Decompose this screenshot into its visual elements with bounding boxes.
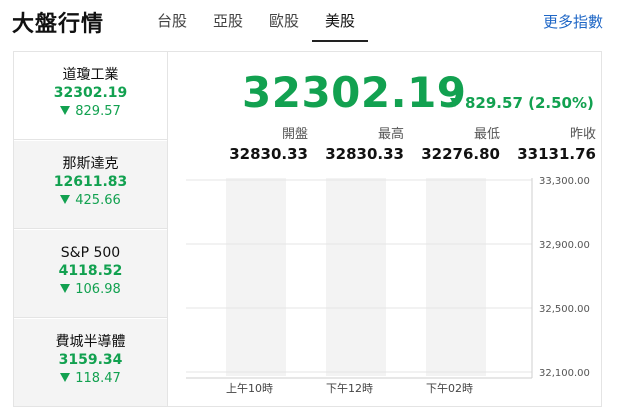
index-change-value: 829.57 bbox=[75, 104, 121, 119]
stat-label: 最高 bbox=[377, 127, 404, 142]
y-tick-label: 32,500.00 bbox=[539, 304, 590, 315]
down-arrow-icon bbox=[60, 284, 71, 293]
tab-europe[interactable]: 歐股 bbox=[268, 12, 299, 30]
y-tick-label: 33,300.00 bbox=[539, 176, 590, 187]
index-name: 費城半導體 bbox=[55, 334, 126, 350]
intraday-chart: 33,300.00 32,900.00 32,500.00 32,100.00 上午1… bbox=[186, 176, 590, 395]
stat-prev-close: 昨收 33131.76 bbox=[496, 126, 596, 164]
current-change: 829.57 (2.50%) bbox=[450, 94, 594, 112]
tab-taiwan[interactable]: 台股 bbox=[156, 12, 187, 30]
y-tick-label: 32,100.00 bbox=[539, 368, 590, 379]
stat-value: 32276.80 bbox=[421, 145, 500, 163]
index-change: 425.66 bbox=[14, 192, 167, 210]
page-title: 大盤行情 bbox=[12, 12, 105, 37]
index-item-nasdaq[interactable]: 那斯達克 12611.83 425.66 bbox=[14, 141, 167, 229]
index-value: 4118.52 bbox=[58, 263, 123, 279]
tab-asia[interactable]: 亞股 bbox=[212, 12, 243, 30]
down-arrow-icon bbox=[60, 373, 71, 382]
index-change-value: 425.66 bbox=[75, 193, 121, 208]
index-name: 道瓊工業 bbox=[62, 67, 119, 83]
stat-value: 32830.33 bbox=[325, 145, 404, 163]
index-item-sox[interactable]: 費城半導體 3159.34 118.47 bbox=[14, 319, 167, 406]
down-arrow-icon bbox=[60, 106, 71, 115]
stat-label: 昨收 bbox=[569, 127, 596, 142]
header: 大盤行情 台股 亞股 歐股 美股 更多指數 bbox=[0, 0, 617, 44]
index-value: 12611.83 bbox=[53, 174, 128, 190]
x-tick-label: 上午10時 bbox=[226, 382, 273, 395]
chart-band bbox=[226, 178, 286, 376]
stat-low: 最低 32276.80 bbox=[400, 126, 500, 164]
stat-high: 最高 32830.33 bbox=[304, 126, 404, 164]
chart-band bbox=[326, 178, 386, 376]
current-value: 32302.19 bbox=[242, 68, 467, 117]
index-name: S&P 500 bbox=[60, 245, 121, 261]
stat-open: 開盤 32830.33 bbox=[208, 126, 308, 164]
stat-value: 33131.76 bbox=[517, 145, 596, 163]
index-list: 道瓊工業 32302.19 829.57 那斯達克 12611.83 425.6… bbox=[14, 52, 168, 406]
index-change-value: 118.47 bbox=[75, 371, 121, 386]
x-tick-label: 下午12時 bbox=[326, 382, 373, 395]
current-change-value: 829.57 (2.50%) bbox=[465, 94, 594, 112]
more-indices-link[interactable]: 更多指數 bbox=[542, 13, 603, 31]
index-change: 118.47 bbox=[14, 370, 167, 388]
market-tabs: 台股 亞股 歐股 美股 bbox=[144, 10, 368, 42]
index-name: 那斯達克 bbox=[62, 156, 119, 172]
index-detail: 32302.19 829.57 (2.50%) 開盤 32830.33 最高 3… bbox=[168, 52, 601, 406]
index-change-value: 106.98 bbox=[75, 282, 121, 297]
index-value: 32302.19 bbox=[53, 85, 128, 101]
index-change: 106.98 bbox=[14, 281, 167, 299]
stat-label: 開盤 bbox=[281, 127, 308, 142]
stat-value: 32830.33 bbox=[229, 145, 308, 163]
down-arrow-icon bbox=[60, 195, 71, 204]
tab-us[interactable]: 美股 bbox=[312, 10, 368, 42]
stat-label: 最低 bbox=[473, 127, 500, 142]
x-tick-label: 下午02時 bbox=[426, 382, 473, 395]
index-item-dow[interactable]: 道瓊工業 32302.19 829.57 bbox=[14, 52, 167, 140]
index-item-sp500[interactable]: S&P 500 4118.52 106.98 bbox=[14, 230, 167, 318]
chart-band bbox=[426, 178, 486, 376]
down-arrow-icon bbox=[450, 98, 460, 107]
market-panel: 道瓊工業 32302.19 829.57 那斯達克 12611.83 425.6… bbox=[13, 51, 602, 407]
index-change: 829.57 bbox=[14, 103, 167, 121]
index-value: 3159.34 bbox=[58, 352, 123, 368]
y-tick-label: 32,900.00 bbox=[539, 240, 590, 251]
